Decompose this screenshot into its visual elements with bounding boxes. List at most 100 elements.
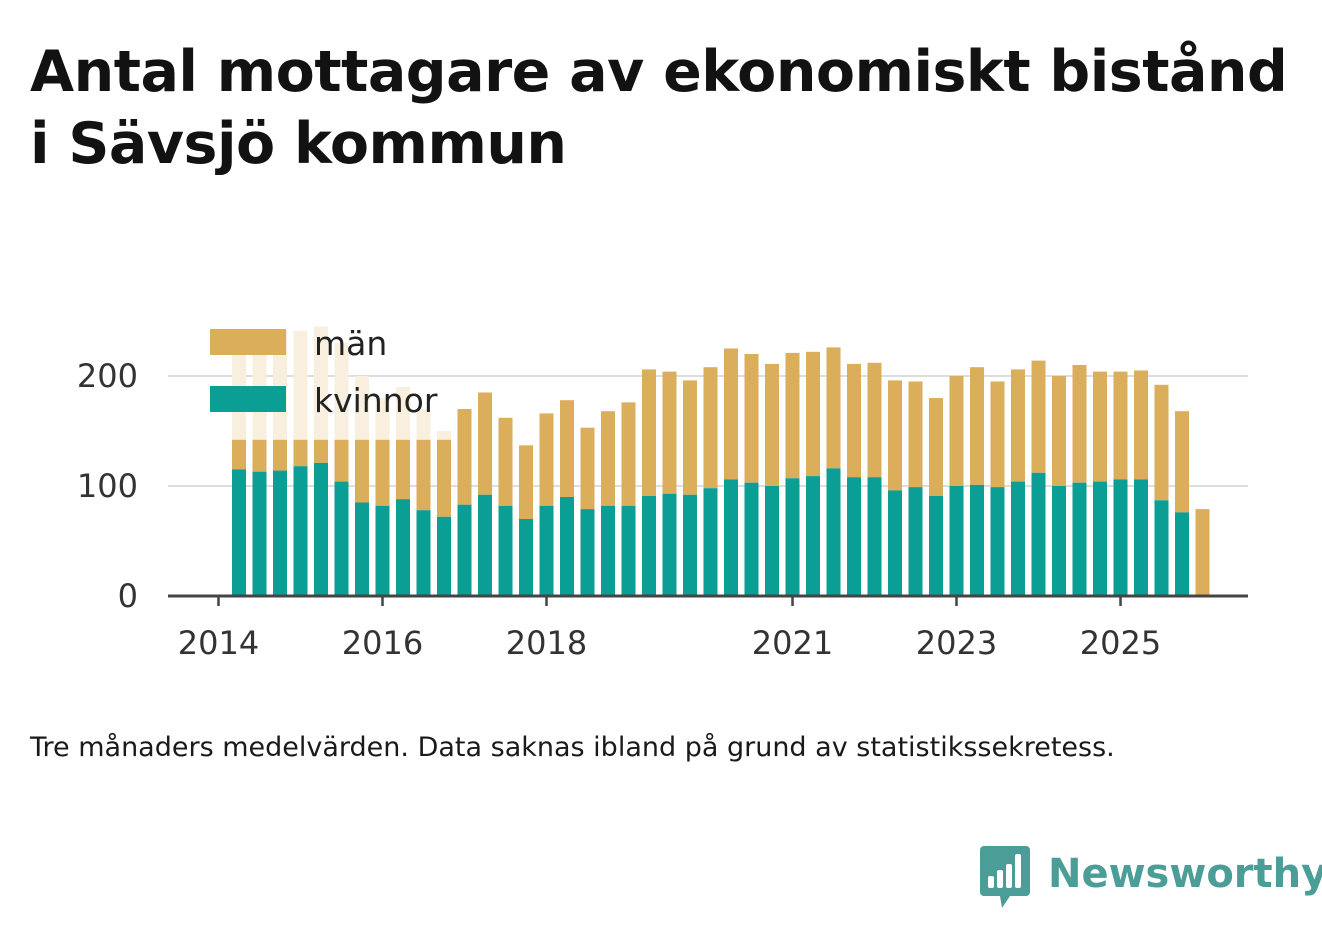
bar-kvinnor-42 (1093, 481, 1107, 596)
bar-man-2 (273, 439, 287, 471)
bar-kvinnor-24 (724, 479, 738, 596)
bar-kvinnor-20 (642, 495, 656, 596)
bar-man-37 (990, 381, 1005, 488)
x-tick-label-2018: 2018 (506, 624, 587, 662)
bar-man-13 (498, 417, 513, 506)
bar-kvinnor-16 (560, 497, 574, 596)
bar-man-29 (826, 347, 841, 469)
bar-kvinnor-30 (847, 477, 861, 596)
bar-kvinnor-40 (1052, 486, 1066, 596)
bar-man-10 (437, 439, 451, 517)
x-tick-label-2023: 2023 (916, 624, 997, 662)
bar-man-14 (519, 445, 533, 519)
y-tick-label-0: 0 (118, 577, 138, 615)
bar-kvinnor-44 (1134, 479, 1148, 596)
bar-kvinnor-37 (990, 487, 1005, 596)
bar-chart-speech-bubble-icon (980, 846, 1030, 908)
legend-swatch-kvinnor (210, 386, 286, 412)
bar-kvinnor-18 (601, 505, 615, 596)
legend-swatch-man (210, 329, 286, 355)
x-tick-label-2025: 2025 (1080, 624, 1161, 662)
x-tick-label-2021: 2021 (752, 624, 833, 662)
bar-kvinnor-6 (355, 502, 369, 596)
bar-man-5 (334, 439, 349, 482)
bar-kvinnor-34 (929, 495, 943, 596)
bar-man-8 (396, 439, 410, 500)
bar-kvinnor-45 (1154, 500, 1169, 596)
x-tick-label-2016: 2016 (342, 624, 423, 662)
axes: 0 100 200 2014 2016 2018 2021 2023 2025 (77, 357, 1248, 662)
bar-kvinnor-13 (498, 505, 513, 596)
bar-man-25 (744, 354, 759, 483)
bar-man-11 (457, 409, 472, 505)
bar-kvinnor-46 (1175, 512, 1189, 596)
bar-kvinnor-9 (416, 510, 431, 596)
bar-kvinnor-3 (293, 466, 308, 596)
bar-man-4 (314, 439, 328, 463)
bar-kvinnor-33 (908, 487, 923, 596)
bar-man-27 (785, 352, 800, 479)
bar-man-22 (683, 380, 697, 495)
bar-chart: 0 100 200 2014 2016 2018 2021 2023 2025 män kvin… (77, 324, 1248, 662)
bar-man-6 (355, 439, 369, 503)
bar-kvinnor-11 (457, 504, 472, 596)
chart-title: Antal mottagare av ekonomiskt bistånd i … (30, 36, 1300, 180)
bar-kvinnor-21 (662, 493, 677, 596)
chart-title-line-1: Antal mottagare av ekonomiskt bistånd (30, 39, 1288, 105)
bar-man-32 (888, 380, 902, 491)
bar-man-26 (765, 363, 779, 486)
bar-man-19 (621, 402, 636, 506)
bar-kvinnor-7 (375, 505, 390, 596)
bar-kvinnor-28 (806, 476, 820, 596)
brand-name: Newsworthy (1048, 851, 1322, 897)
bar-man-30 (847, 363, 861, 478)
bar-kvinnor-26 (765, 486, 779, 596)
bar-man-23 (703, 367, 718, 489)
bar-man-21 (662, 371, 677, 494)
bar-kvinnor-22 (683, 494, 697, 596)
bar-kvinnor-8 (396, 499, 410, 596)
y-tick-label-200: 200 (77, 357, 138, 395)
bar-man-39 (1031, 360, 1046, 473)
bar-man-1 (252, 439, 267, 472)
bar-kvinnor-36 (970, 484, 984, 596)
bar-kvinnor-31 (867, 477, 882, 596)
bar-man-36 (970, 367, 984, 485)
bar-kvinnor-2 (273, 470, 287, 596)
legend-label-man: män (314, 324, 387, 363)
bar-man-16 (560, 400, 574, 497)
bar-kvinnor-5 (334, 481, 349, 596)
bar-man-24 (724, 348, 738, 480)
bar-kvinnor-12 (478, 494, 492, 596)
bar-series (232, 347, 1210, 596)
bar-man-28 (806, 351, 820, 477)
bar-man-46 (1175, 411, 1189, 513)
bar-kvinnor-27 (785, 478, 800, 596)
bar-kvinnor-32 (888, 490, 902, 596)
bar-kvinnor-38 (1011, 481, 1025, 596)
bar-man-44 (1134, 370, 1148, 480)
bar-kvinnor-41 (1072, 482, 1087, 596)
bar-man-3 (293, 439, 308, 467)
bar-man-40 (1052, 376, 1066, 486)
bar-man-43 (1113, 371, 1128, 480)
bar-man-41 (1072, 365, 1087, 483)
bar-kvinnor-14 (519, 519, 533, 596)
bar-man-9 (416, 439, 431, 511)
bar-man-34 (929, 398, 943, 496)
bar-kvinnor-4 (314, 462, 328, 596)
bar-man-12 (478, 392, 492, 495)
bar-kvinnor-43 (1113, 479, 1128, 596)
bar-kvinnor-19 (621, 505, 636, 596)
bar-man-38 (1011, 369, 1025, 482)
bar-man-17 (580, 427, 595, 510)
bar-man-45 (1154, 384, 1169, 501)
bar-kvinnor-29 (826, 468, 841, 596)
bar-man-7 (375, 439, 390, 506)
bar-kvinnor-25 (744, 482, 759, 596)
bar-man-20 (642, 369, 656, 496)
bar-kvinnor-23 (703, 488, 718, 596)
bar-man-15 (539, 413, 554, 506)
bar-man-35 (949, 376, 964, 486)
brand-logo-link[interactable]: Newsworthy (980, 846, 1322, 910)
